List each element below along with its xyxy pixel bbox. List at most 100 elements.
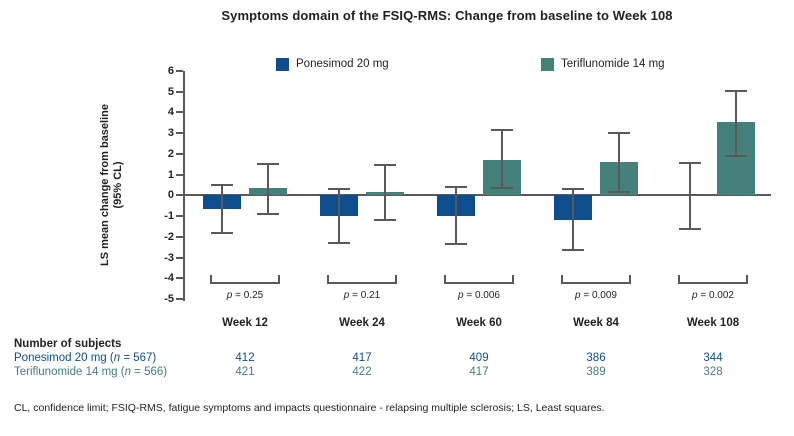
error-bar-ponesimod — [338, 189, 340, 244]
error-bar-cap-top-teriflunomide — [374, 164, 396, 167]
error-bar-cap-bottom-teriflunomide — [257, 213, 279, 216]
error-bar-ponesimod — [572, 189, 574, 251]
footnote: CL, confidence limit; FSIQ-RMS, fatigue … — [14, 402, 605, 414]
p-value-bracket — [678, 282, 748, 284]
y-tick — [176, 298, 183, 300]
subjects-value: 389 — [586, 366, 606, 378]
error-bar-cap-bottom-ponesimod — [328, 242, 350, 245]
subjects-row-label: Teriflunomide 14 mg (n = 566) — [14, 366, 168, 378]
error-bar-teriflunomide — [618, 133, 620, 193]
p-value-bracket-end — [395, 275, 397, 284]
subjects-value: 417 — [469, 366, 489, 378]
p-value-label: p = 0.25 — [226, 290, 264, 301]
y-axis-label-line1: LS mean change from baseline — [99, 104, 111, 266]
error-bar-cap-bottom-ponesimod — [211, 231, 233, 234]
error-bar-cap-top-teriflunomide — [257, 163, 279, 166]
error-bar-cap-bottom-teriflunomide — [725, 154, 747, 157]
subjects-row-label: Ponesimod 20 mg (n = 567) — [14, 352, 157, 364]
y-tick-label: 2 — [167, 147, 174, 160]
y-tick-label: -3 — [164, 251, 174, 264]
y-tick-label: -2 — [164, 230, 174, 243]
error-bar-cap-bottom-teriflunomide — [374, 219, 396, 222]
error-bar-ponesimod — [455, 187, 457, 245]
error-bar-teriflunomide — [267, 164, 269, 214]
error-bar-cap-top-teriflunomide — [725, 89, 747, 92]
y-tick — [176, 235, 183, 238]
subjects-value: 422 — [352, 366, 372, 378]
p-value-bracket — [561, 282, 631, 284]
y-tick — [176, 132, 183, 135]
error-bar-cap-bottom-ponesimod — [562, 249, 584, 252]
legend-label: Teriflunomide 14 mg — [561, 58, 665, 70]
chart-title: Symptoms domain of the FSIQ-RMS: Change … — [221, 8, 673, 23]
y-tick — [176, 111, 183, 114]
legend-label: Ponesimod 20 mg — [296, 58, 389, 70]
legend-swatch-teriflunomide — [541, 58, 554, 71]
subjects-value: 386 — [586, 352, 606, 364]
subjects-value: 412 — [235, 352, 255, 364]
error-bar-cap-top-teriflunomide — [491, 129, 513, 132]
p-value-bracket-end — [678, 275, 680, 284]
y-tick-label: 1 — [167, 168, 174, 181]
x-axis-label: Week 84 — [573, 317, 619, 329]
p-value-bracket — [210, 282, 280, 284]
y-tick-label: 4 — [167, 106, 174, 119]
zero-line — [185, 194, 771, 197]
error-bar-cap-top-ponesimod — [562, 188, 584, 191]
y-axis-label: LS mean change from baseline (95% CL) — [99, 70, 125, 300]
subjects-value: 417 — [352, 352, 372, 364]
y-tick — [176, 173, 183, 176]
y-tick-label: 6 — [167, 65, 174, 77]
y-tick-label: -5 — [164, 293, 174, 305]
p-value-bracket-end — [561, 275, 563, 284]
error-bar-teriflunomide — [384, 165, 386, 221]
error-bar-cap-top-teriflunomide — [608, 132, 630, 135]
x-axis-label: Week 60 — [456, 317, 502, 329]
p-value-bracket-end — [629, 275, 631, 284]
p-value-bracket-end — [444, 275, 446, 284]
error-bar-ponesimod — [221, 185, 223, 233]
x-axis-label: Week 24 — [339, 317, 385, 329]
y-tick — [176, 70, 183, 72]
p-value-label: p = 0.21 — [343, 290, 381, 301]
y-tick-label: 0 — [167, 189, 174, 202]
error-bar-cap-bottom-teriflunomide — [608, 191, 630, 194]
p-value-bracket-end — [278, 275, 280, 284]
p-value-label: p = 0.009 — [575, 290, 617, 301]
subjects-value: 344 — [703, 352, 723, 364]
y-tick — [176, 194, 183, 197]
y-axis — [183, 71, 185, 301]
legend-swatch-ponesimod — [276, 58, 289, 71]
error-bar-cap-bottom-ponesimod — [679, 227, 701, 230]
error-bar-teriflunomide — [735, 90, 737, 156]
error-bar-cap-bottom-ponesimod — [445, 243, 467, 246]
y-tick-label: -1 — [164, 210, 174, 223]
x-axis-label: Week 12 — [222, 317, 268, 329]
subjects-value: 409 — [469, 352, 489, 364]
y-tick-label: 3 — [167, 127, 174, 140]
p-value-bracket-end — [512, 275, 514, 284]
y-tick — [176, 152, 183, 155]
y-tick — [176, 90, 183, 93]
x-axis-label: Week 108 — [686, 317, 740, 329]
error-bar-cap-bottom-teriflunomide — [491, 187, 513, 190]
error-bar-ponesimod — [689, 163, 691, 229]
error-bar-cap-top-ponesimod — [445, 186, 467, 189]
y-tick — [176, 256, 183, 259]
error-bar-cap-top-ponesimod — [328, 188, 350, 191]
error-bar-teriflunomide — [501, 130, 503, 189]
p-value-bracket — [444, 282, 514, 284]
p-value-bracket-end — [327, 275, 329, 284]
y-tick-label: -4 — [164, 272, 174, 285]
error-bar-cap-top-ponesimod — [679, 162, 701, 165]
subjects-value: 328 — [703, 366, 723, 378]
subjects-table-header: Number of subjects — [14, 338, 122, 350]
p-value-bracket-end — [746, 275, 748, 284]
subjects-value: 421 — [235, 366, 255, 378]
y-tick-label: 5 — [167, 85, 174, 98]
p-value-label: p = 0.006 — [458, 290, 500, 301]
p-value-label: p = 0.002 — [692, 290, 734, 301]
p-value-bracket-end — [210, 275, 212, 284]
y-tick — [176, 277, 183, 280]
